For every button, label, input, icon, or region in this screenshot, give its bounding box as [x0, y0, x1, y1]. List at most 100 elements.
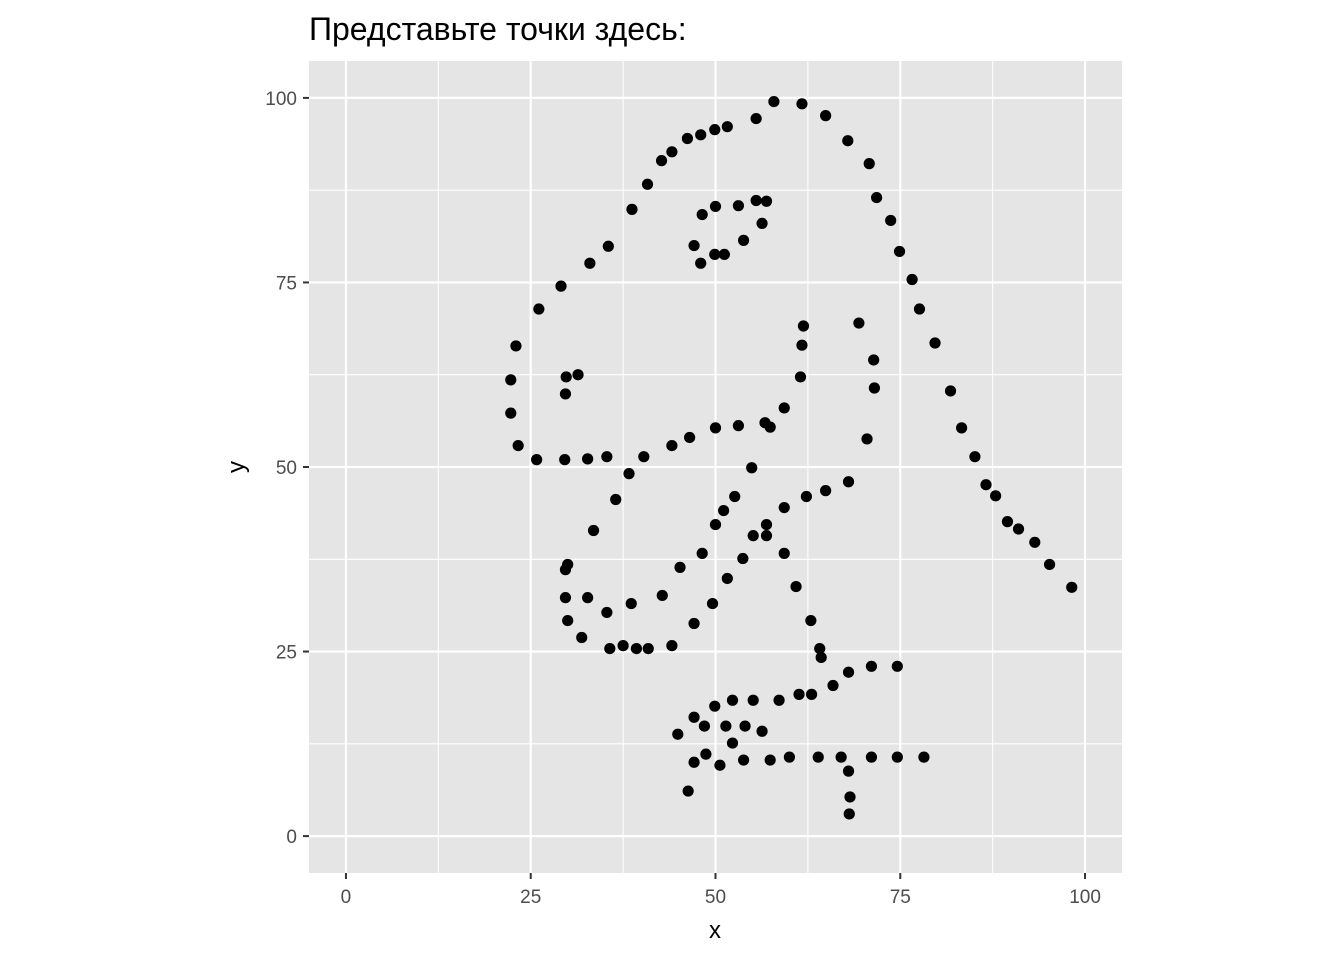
data-point [871, 191, 883, 204]
data-point [1012, 523, 1025, 535]
data-point [760, 518, 773, 531]
data-point [750, 112, 762, 125]
data-point [684, 431, 696, 444]
data-point [576, 631, 588, 644]
data-point [572, 369, 584, 381]
data-point [718, 248, 730, 261]
data-point [969, 451, 981, 463]
data-point [778, 547, 790, 559]
data-point [929, 337, 941, 349]
data-point [726, 737, 739, 749]
data-point [794, 371, 807, 383]
data-point [666, 439, 678, 452]
data-point [756, 217, 768, 229]
data-point [732, 420, 745, 432]
data-point [768, 96, 780, 108]
data-point [681, 132, 694, 145]
data-point [747, 530, 759, 542]
data-point [718, 504, 730, 517]
data-point [843, 808, 855, 820]
data-point [793, 688, 805, 700]
data-point [853, 317, 865, 329]
data-point [893, 245, 906, 258]
data-point [814, 642, 826, 655]
data-point [696, 547, 708, 559]
data-point [698, 720, 711, 732]
data-point [505, 374, 517, 386]
data-point [601, 606, 613, 619]
data-point [760, 195, 773, 207]
data-point [815, 651, 827, 664]
data-point [861, 433, 873, 445]
data-points [505, 96, 1078, 820]
data-point [737, 234, 750, 246]
data-point [820, 485, 832, 497]
data-point [582, 592, 594, 604]
data-point [666, 640, 678, 652]
data-point [805, 688, 818, 700]
data-point [562, 614, 574, 627]
data-point [505, 407, 517, 419]
data-point [555, 280, 567, 292]
data-point [533, 303, 545, 315]
x-tick-label: 75 [890, 887, 911, 908]
y-tick-label: 75 [276, 273, 297, 294]
data-point [800, 490, 813, 503]
y-axis: 0 25 50 75 100 [265, 89, 309, 848]
data-point [709, 200, 722, 213]
data-point [790, 580, 802, 593]
data-point [783, 751, 796, 763]
data-point [739, 720, 751, 732]
data-point [604, 642, 616, 655]
data-point [868, 382, 881, 394]
data-point [1029, 536, 1041, 548]
data-point [655, 155, 668, 167]
data-point [756, 725, 768, 737]
data-point [796, 98, 808, 110]
x-tick-label: 100 [1069, 887, 1101, 908]
data-point [695, 257, 707, 269]
data-point [891, 660, 903, 672]
data-point [666, 146, 678, 158]
y-tick-label: 50 [276, 458, 297, 479]
data-point [773, 694, 785, 706]
data-point [623, 468, 635, 480]
data-point [778, 402, 790, 414]
data-point [700, 748, 712, 760]
data-point [559, 454, 571, 466]
data-point [721, 572, 733, 585]
data-point [918, 751, 930, 763]
data-point [844, 791, 856, 803]
data-point [688, 756, 700, 768]
data-point [842, 476, 855, 488]
y-tick-label: 25 [276, 643, 297, 664]
data-point [865, 751, 878, 763]
data-point [842, 135, 854, 147]
data-point [688, 711, 700, 723]
data-point [797, 320, 810, 332]
data-point [531, 454, 543, 466]
data-point [672, 728, 684, 740]
data-point [625, 597, 637, 610]
data-point [674, 561, 686, 573]
data-point [709, 700, 721, 712]
data-point [656, 589, 668, 602]
data-point [842, 765, 855, 777]
x-axis-title: x [709, 917, 721, 944]
data-point [737, 552, 749, 565]
data-point [642, 642, 654, 655]
data-point [835, 751, 847, 763]
data-point [582, 453, 594, 465]
data-point [709, 248, 721, 261]
data-point [559, 388, 572, 400]
data-point [1001, 516, 1014, 528]
data-point [714, 759, 726, 771]
data-point [863, 158, 875, 170]
data-point [796, 339, 808, 351]
data-point [695, 129, 707, 141]
data-point [638, 451, 650, 463]
data-point [764, 754, 776, 766]
data-point [559, 592, 572, 604]
data-point [641, 178, 654, 190]
data-point [617, 640, 629, 652]
